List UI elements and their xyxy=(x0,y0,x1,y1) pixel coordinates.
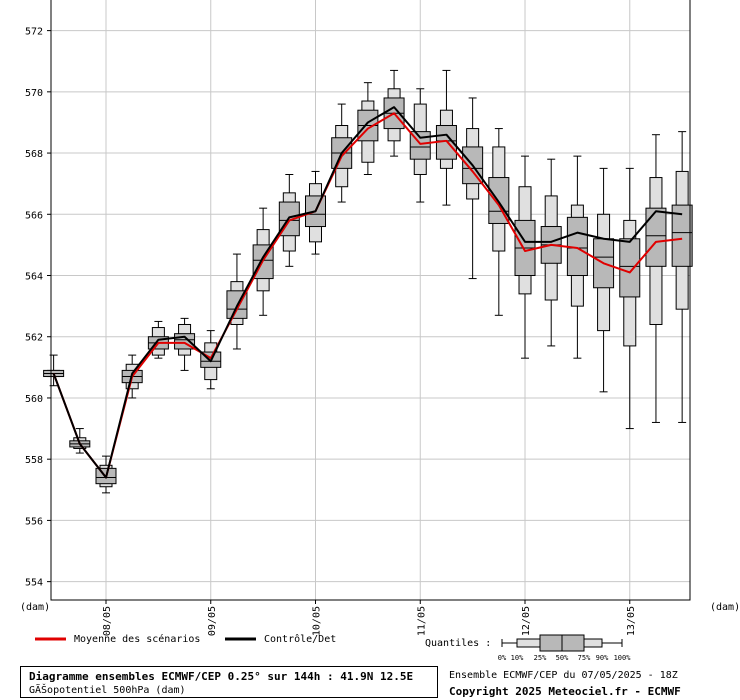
copyright-label: Copyright 2025 Meteociel.fr - ECMWF xyxy=(449,685,681,698)
legend-quantile-tick-label: 75% xyxy=(578,654,591,662)
legend-quantile-tick-label: 90% xyxy=(596,654,609,662)
series-lines xyxy=(52,106,683,479)
y-tick-label: 570 xyxy=(25,88,43,99)
legend-quantile-tick-label: 100% xyxy=(614,654,632,662)
box-plot xyxy=(514,155,536,359)
y-tick-label: 564 xyxy=(25,272,43,283)
chart-subtitle: GÃŠopotentiel 500hPa (dam) xyxy=(29,685,186,696)
legend-quantile-box xyxy=(501,634,623,652)
x-tick-label: 10/05 xyxy=(312,606,323,636)
legend-quantile-tick-label: 10% xyxy=(511,654,524,662)
box-plot xyxy=(619,167,641,430)
legend-quantile-tick-label: 0% xyxy=(498,654,507,662)
legend: Moyenne des scénarios Contrôle/Det Quant… xyxy=(35,633,631,662)
box-plot xyxy=(43,354,65,387)
y-unit-label-left: (dam) xyxy=(20,602,50,613)
x-tick-label: 12/05 xyxy=(521,606,532,636)
ensemble-run-label: Ensemble ECMWF/CEP du 07/05/2025 - 18Z xyxy=(449,670,678,681)
x-tick-label: 11/05 xyxy=(416,606,427,636)
box-plot xyxy=(645,134,667,423)
box-plots xyxy=(43,69,693,494)
y-tick-label: 572 xyxy=(25,27,43,38)
box-plot xyxy=(226,253,248,350)
box-plot xyxy=(69,428,91,454)
box-plot xyxy=(331,103,353,203)
y-tick-label: 566 xyxy=(25,210,43,221)
x-tick-label: 13/05 xyxy=(626,606,637,636)
legend-control-label: Contrôle/Det xyxy=(264,633,336,645)
ensemble-chart: 554 556 558 560 562 564 566 568 570 572 08/05 09/0… xyxy=(20,0,740,662)
box-25-75 xyxy=(619,238,641,298)
box-plot xyxy=(462,97,484,280)
plot-frame xyxy=(50,0,691,601)
box-plot xyxy=(488,128,510,316)
y-tick-label: 556 xyxy=(25,516,43,527)
series-line xyxy=(52,112,683,479)
grid xyxy=(51,0,690,600)
chart-title: Diagramme ensembles ECMWF/CEP 0.25° sur … xyxy=(29,670,414,683)
y-axis: 554 556 558 560 562 564 566 568 570 572 xyxy=(25,27,51,589)
box-plot xyxy=(540,158,562,347)
box-plot xyxy=(671,131,693,423)
box-25-75 xyxy=(671,204,693,267)
y-unit-label-right: (dam) xyxy=(710,602,740,613)
y-tick-label: 568 xyxy=(25,149,43,160)
box-plot xyxy=(174,317,196,371)
box-plot xyxy=(409,88,431,203)
box-plot xyxy=(566,155,588,359)
x-axis: 08/05 09/05 10/05 11/05 12/05 13/05 xyxy=(102,600,637,636)
legend-mean-label: Moyenne des scénarios xyxy=(74,633,200,645)
x-tick-label: 08/05 xyxy=(102,606,113,636)
box-25-75 xyxy=(645,207,667,267)
box-plot xyxy=(593,167,615,393)
series-line xyxy=(52,106,683,479)
legend-quantile-ticks: 0% 10% 25% 50% 75% 90% 100% xyxy=(498,654,631,662)
chart-info-box: Diagramme ensembles ECMWF/CEP 0.25° sur … xyxy=(20,666,438,698)
y-tick-label: 554 xyxy=(25,578,43,589)
legend-quantiles-label: Quantiles : xyxy=(425,638,491,649)
box-plot xyxy=(435,69,457,206)
y-tick-label: 562 xyxy=(25,333,43,344)
y-tick-label: 560 xyxy=(25,394,43,405)
legend-quantile-tick-label: 50% xyxy=(556,654,569,662)
legend-quantile-tick-label: 25% xyxy=(534,654,547,662)
x-tick-label: 09/05 xyxy=(207,606,218,636)
y-tick-label: 558 xyxy=(25,455,43,466)
